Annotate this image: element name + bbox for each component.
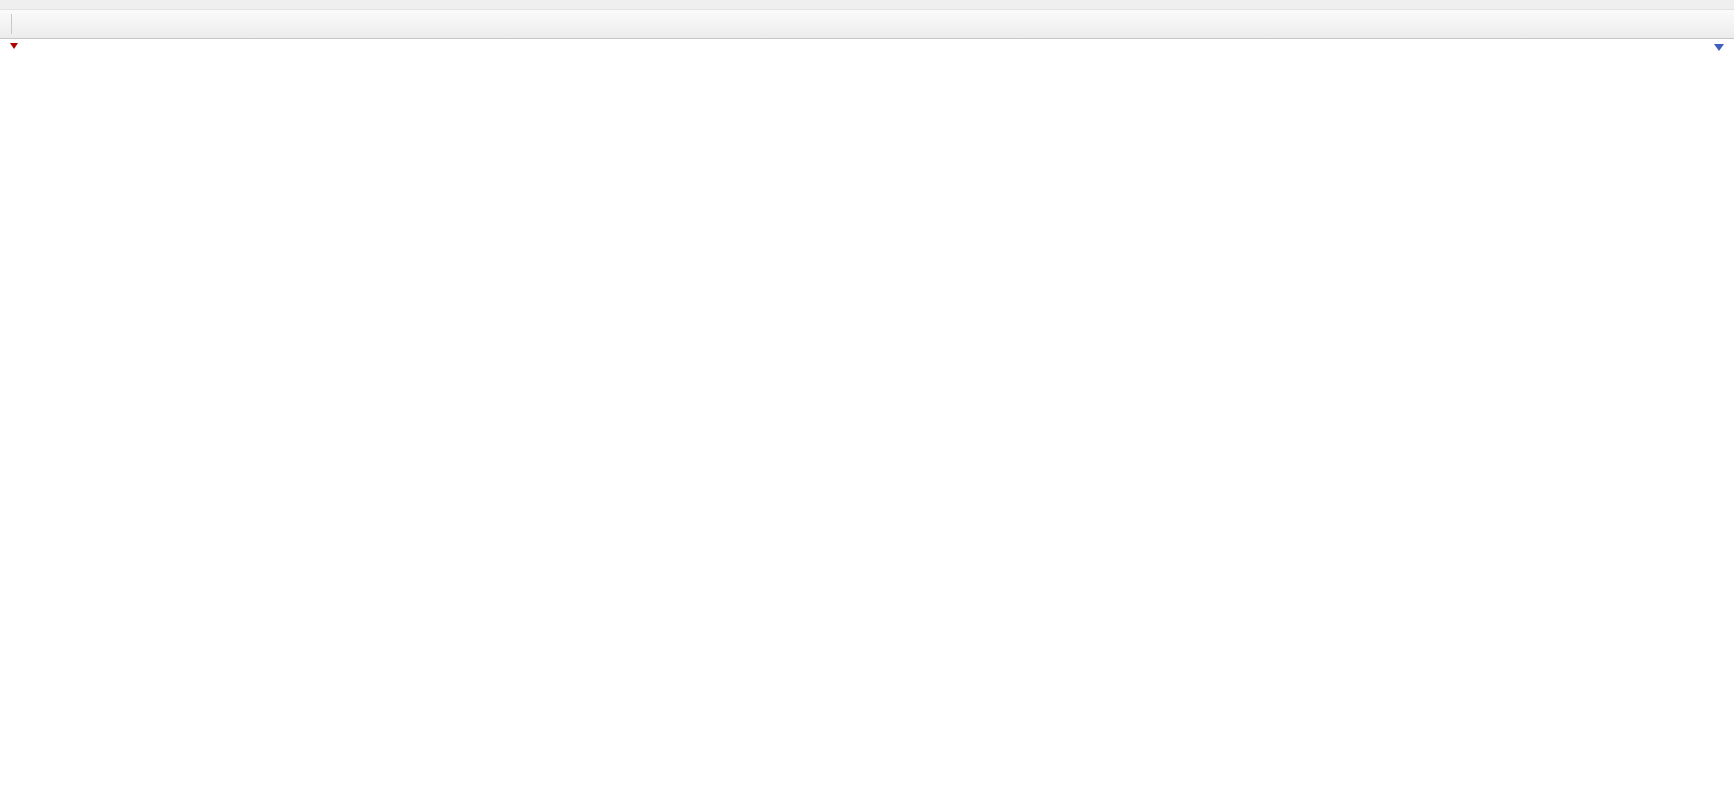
toolbar bbox=[0, 10, 1734, 39]
chart-title bbox=[10, 43, 53, 49]
price-axis[interactable] bbox=[1667, 0, 1734, 792]
toolbar-separator bbox=[11, 14, 12, 34]
time-axis[interactable] bbox=[0, 761, 1734, 789]
chart-shift-marker-icon bbox=[1714, 44, 1724, 51]
truncated-menu-strip bbox=[0, 0, 1734, 10]
symbol-marker-icon bbox=[10, 43, 18, 49]
